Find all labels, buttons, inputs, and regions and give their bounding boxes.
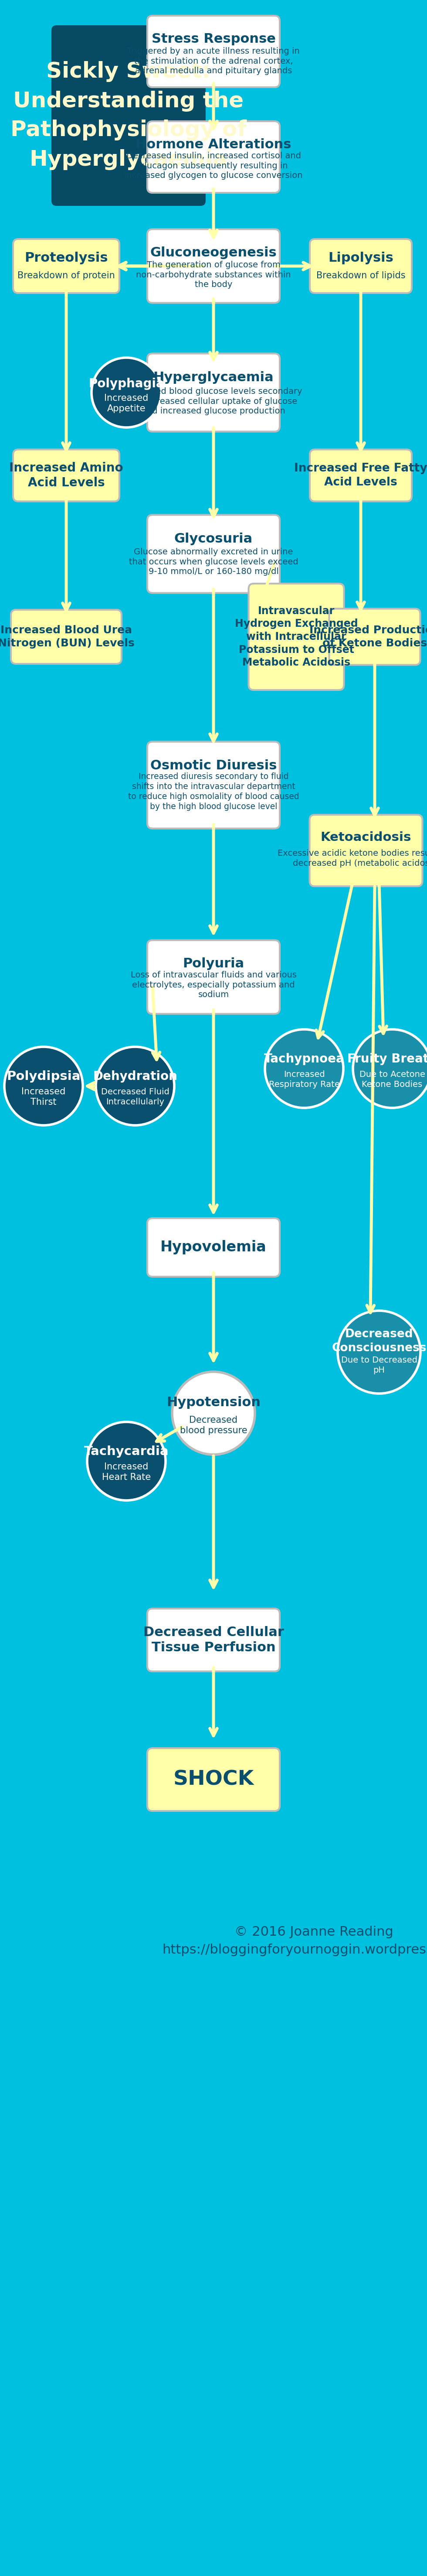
Text: Hyperglycaemia: Hyperglycaemia <box>153 371 274 384</box>
Text: Decreased Cellular
Tissue Perfusion: Decreased Cellular Tissue Perfusion <box>143 1625 284 1654</box>
Text: Hormone Alterations: Hormone Alterations <box>136 139 291 152</box>
Text: Glucose abnormally excreted in urine
that occurs when glucose levels exceed
9-10: Glucose abnormally excreted in urine tha… <box>129 549 298 577</box>
Text: Triggered by an acute illness resulting in
the stimulation of the adrenal cortex: Triggered by an acute illness resulting … <box>127 46 300 75</box>
Text: Gluconeogenesis: Gluconeogenesis <box>150 247 277 260</box>
Text: Due to Decreased
pH: Due to Decreased pH <box>341 1355 417 1376</box>
Text: Polyphagia: Polyphagia <box>88 379 164 389</box>
FancyBboxPatch shape <box>147 1218 280 1278</box>
FancyBboxPatch shape <box>147 742 280 829</box>
Text: © 2016 Joanne Reading
https://bloggingforyournoggin.wordpress.com: © 2016 Joanne Reading https://bloggingfo… <box>162 1927 427 1955</box>
Text: Hypovolemia: Hypovolemia <box>161 1239 266 1255</box>
Text: Polydipsia: Polydipsia <box>7 1072 81 1082</box>
Text: Glycosuria: Glycosuria <box>174 533 253 546</box>
Text: SHOCK: SHOCK <box>173 1770 254 1790</box>
Text: Decreased Fluid
Intracellularly: Decreased Fluid Intracellularly <box>101 1087 169 1105</box>
Text: Increased Blood Urea
Nitrogen (BUN) Levels: Increased Blood Urea Nitrogen (BUN) Leve… <box>0 626 135 649</box>
Text: Increased blood glucose levels secondary
to decreased cellular uptake of glucose: Increased blood glucose levels secondary… <box>125 386 302 415</box>
FancyBboxPatch shape <box>51 26 206 206</box>
Text: Increased Amino
Acid Levels: Increased Amino Acid Levels <box>9 461 123 489</box>
FancyBboxPatch shape <box>147 15 280 88</box>
Text: Increased
Thirst: Increased Thirst <box>21 1087 66 1108</box>
Circle shape <box>96 1046 174 1126</box>
Text: Increased
Heart Rate: Increased Heart Rate <box>102 1463 151 1481</box>
Text: Decreased
Consciousness: Decreased Consciousness <box>332 1329 427 1355</box>
Text: Dehydration: Dehydration <box>93 1072 177 1082</box>
FancyBboxPatch shape <box>329 608 420 665</box>
Circle shape <box>338 1311 421 1394</box>
FancyBboxPatch shape <box>11 611 122 665</box>
Text: Excessive acidic ketone bodies result in a
decreased pH (metabolic acidosis): Excessive acidic ketone bodies result in… <box>278 850 427 868</box>
FancyBboxPatch shape <box>13 448 120 502</box>
Text: Osmotic Diuresis: Osmotic Diuresis <box>150 760 277 773</box>
Circle shape <box>265 1030 343 1108</box>
Text: Decreased
blood pressure: Decreased blood pressure <box>180 1417 247 1435</box>
Text: Hypotension: Hypotension <box>167 1396 260 1409</box>
Circle shape <box>4 1046 83 1126</box>
Text: Tachycardia: Tachycardia <box>84 1445 169 1458</box>
FancyBboxPatch shape <box>147 940 280 1015</box>
Text: Due to Acetone
Ketone Bodies: Due to Acetone Ketone Bodies <box>359 1069 425 1090</box>
FancyBboxPatch shape <box>13 240 120 294</box>
Text: Increased
Respiratory Rate: Increased Respiratory Rate <box>269 1069 339 1090</box>
Text: Ketoacidosis: Ketoacidosis <box>321 832 411 842</box>
FancyBboxPatch shape <box>310 448 412 502</box>
Text: Increased
Appetite: Increased Appetite <box>104 394 149 412</box>
Text: Fruity Breath: Fruity Breath <box>347 1054 427 1064</box>
FancyBboxPatch shape <box>147 1749 280 1811</box>
FancyBboxPatch shape <box>310 814 422 886</box>
FancyBboxPatch shape <box>249 585 344 690</box>
FancyBboxPatch shape <box>147 515 280 592</box>
Text: Decreased insulin, increased cortisol and
glucagon subsequently resulting in
inc: Decreased insulin, increased cortisol an… <box>124 152 303 180</box>
FancyBboxPatch shape <box>147 1607 280 1672</box>
FancyBboxPatch shape <box>147 353 280 433</box>
Text: Increased diuresis secondary to fluid
shifts into the intravascular department
t: Increased diuresis secondary to fluid sh… <box>128 773 299 811</box>
Text: Intravascular
Hydrogen Exchanged
with Intracellular
Potassium to Offset
Metaboli: Intravascular Hydrogen Exchanged with In… <box>235 605 358 667</box>
Text: Proteolysis: Proteolysis <box>24 252 108 265</box>
FancyBboxPatch shape <box>147 121 280 193</box>
Circle shape <box>172 1373 255 1455</box>
Circle shape <box>91 358 161 428</box>
FancyBboxPatch shape <box>147 229 280 304</box>
Text: Increased Free Fatty
Acid Levels: Increased Free Fatty Acid Levels <box>294 464 427 487</box>
Text: Breakdown of protein: Breakdown of protein <box>18 270 115 281</box>
Text: Stress Response: Stress Response <box>152 33 275 46</box>
Text: Lipolysis: Lipolysis <box>328 252 393 265</box>
Circle shape <box>87 1422 166 1499</box>
Text: Tachypnoea: Tachypnoea <box>264 1054 345 1064</box>
FancyBboxPatch shape <box>310 240 412 294</box>
Text: Polyuria: Polyuria <box>183 958 244 971</box>
Text: The generation of glucose from
non-carbohydrate substances within
the body: The generation of glucose from non-carbo… <box>136 260 291 289</box>
Text: Sickly Sweet:
Understanding the
Pathophysiology of
Hyperglycaemia: Sickly Sweet: Understanding the Pathophy… <box>10 62 247 170</box>
Text: Breakdown of lipids: Breakdown of lipids <box>316 270 405 281</box>
Text: Increased Production
of Ketone Bodies: Increased Production of Ketone Bodies <box>309 626 427 649</box>
Text: Loss of intravascular fluids and various
electrolytes, especially potassium and
: Loss of intravascular fluids and various… <box>131 971 296 999</box>
Circle shape <box>353 1030 427 1108</box>
